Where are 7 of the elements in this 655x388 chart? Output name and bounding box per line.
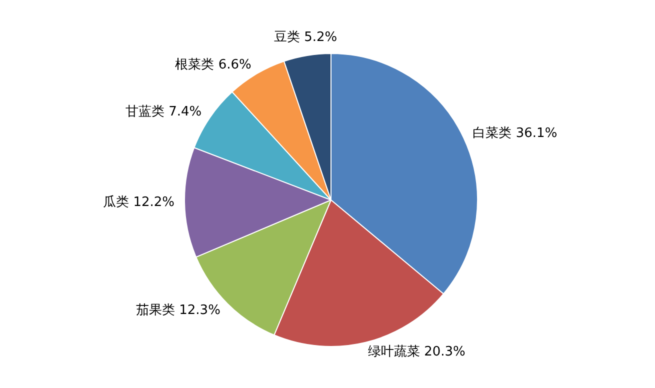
- slice-label: 豆类 5.2%: [274, 30, 338, 45]
- slice-label: 绿叶蔬菜 20.3%: [368, 344, 466, 360]
- slice-label: 甘蓝类 7.4%: [125, 104, 202, 120]
- slice-label: 瓜类 12.2%: [103, 195, 175, 210]
- slice-label: 茄果类 12.3%: [136, 303, 220, 318]
- slice-label: 根菜类 6.6%: [175, 58, 252, 73]
- slice-label: 白菜类 36.1%: [472, 126, 558, 142]
